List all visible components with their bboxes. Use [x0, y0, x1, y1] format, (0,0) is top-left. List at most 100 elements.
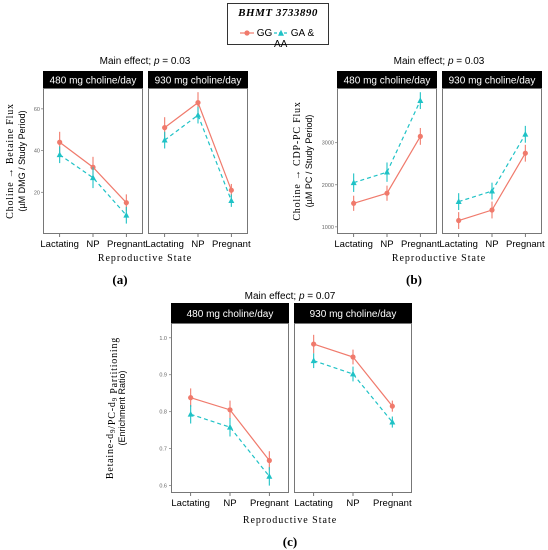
- facet-strip-label: 930 mg choline/day: [449, 75, 536, 86]
- data-point-gg: [389, 403, 395, 409]
- facet-strip-label: 480 mg choline/day: [187, 309, 274, 320]
- chart-b: Main effect; p = 0.03 480 mg choline/day L…: [292, 56, 545, 287]
- y-tick-label: 0.9: [159, 373, 167, 379]
- y-tick-label: 0.7: [159, 447, 167, 453]
- data-point-ga-aa: [195, 111, 201, 118]
- data-point-gg: [384, 190, 390, 196]
- y-axis-label: Choline → Betaine Flux: [5, 103, 16, 219]
- series-line-ga-aa: [458, 133, 526, 203]
- x-tick-label: NP: [346, 498, 359, 509]
- data-point-gg: [311, 341, 317, 347]
- facet-strip-label: 930 mg choline/day: [310, 309, 397, 320]
- facet-1: 480 mg choline/day Lactating NP Pregnant: [171, 303, 289, 509]
- y-tick-label: 0.8: [159, 410, 167, 416]
- data-point-gg: [57, 139, 63, 145]
- x-axis-label: Reproductive State: [392, 253, 486, 264]
- chart-title: Main effect; p = 0.07: [245, 291, 336, 302]
- facet-strip: [148, 71, 248, 88]
- data-point-ga-aa: [384, 168, 390, 175]
- x-tick-label: Lactating: [145, 239, 184, 250]
- chart-c: Main effect; p = 0.07 480 mg choline/day L…: [105, 291, 412, 549]
- data-point-ga-aa: [266, 473, 273, 479]
- y-tick-label: 2000: [322, 183, 334, 189]
- x-axis-label: Reproductive State: [98, 253, 192, 264]
- data-point-ga-aa: [522, 130, 529, 137]
- x-tick-label: Lactating: [439, 239, 478, 250]
- facet-strip-label: 480 mg choline/day: [50, 75, 137, 86]
- data-point-ga-aa: [187, 410, 194, 417]
- y-tick-label: 3000: [322, 141, 334, 147]
- facet-strip: [337, 71, 437, 88]
- x-tick-label: NP: [86, 239, 99, 250]
- chart-a: Main effect; p = 0.03 480 mg choline/day L…: [5, 56, 251, 287]
- data-point-gg: [417, 133, 423, 139]
- x-axis-label: Reproductive State: [243, 515, 337, 526]
- data-point-gg: [227, 407, 233, 413]
- facet-2: 930 mg choline/day Lactating NP Pregnant: [145, 71, 251, 250]
- x-tick-label: Pregnant: [373, 498, 412, 509]
- x-tick-label: NP: [223, 498, 236, 509]
- data-point-ga-aa: [489, 187, 495, 194]
- data-point-ga-aa: [310, 357, 317, 364]
- chart-title: Main effect; p = 0.03: [100, 56, 191, 67]
- legend-ga-aa-marker-icon: [274, 30, 288, 37]
- x-tick-label: Lactating: [294, 498, 333, 509]
- facet-1: 480 mg choline/day Lactating NP Pregnant: [40, 71, 146, 250]
- x-tick-label: Pregnant: [506, 239, 545, 250]
- panel-label: (b): [406, 272, 422, 287]
- panel-label: (a): [112, 272, 127, 287]
- y-axis-label: Choline → CDP-PC Flux: [292, 101, 303, 220]
- data-point-gg: [123, 200, 129, 206]
- facet-panel: [337, 88, 437, 234]
- data-point-ga-aa: [90, 174, 96, 181]
- data-point-ga-aa: [350, 179, 357, 186]
- series-line-ga-aa: [353, 100, 421, 184]
- facet-2: 930 mg choline/day Lactating NP Pregnant: [439, 71, 545, 250]
- data-point-gg: [195, 100, 201, 106]
- data-point-gg: [266, 457, 272, 464]
- data-point-ga-aa: [455, 198, 462, 205]
- legend-gg-label: GG: [256, 28, 273, 39]
- x-tick-label: Lactating: [334, 239, 373, 250]
- y-axis-sublabel: (µM PC / Study Period): [304, 115, 314, 208]
- y-axis-sublabel: (µM DMG / Study Period): [17, 110, 27, 211]
- legend-entry-ga-aa: GA & AA: [274, 28, 328, 50]
- panel-label: (c): [283, 534, 297, 549]
- data-point-gg: [456, 217, 462, 224]
- data-point-gg: [350, 354, 356, 360]
- facet-strip-label: 480 mg choline/day: [344, 75, 431, 86]
- facet-strip: [171, 303, 289, 323]
- y-tick-label: 1.0: [159, 336, 167, 342]
- series-line-ga-aa: [59, 154, 127, 216]
- legend-gg-marker-icon: [240, 30, 254, 36]
- data-point-gg: [188, 395, 194, 401]
- data-point-ga-aa: [350, 370, 356, 377]
- y-tick-label: 60: [34, 107, 40, 113]
- y-axis-label: Betaine-d9/PC-d9 Partitioning: [105, 337, 120, 479]
- x-tick-label: Lactating: [40, 239, 79, 250]
- facet-2: 930 mg choline/day Lactating NP Pregnant: [294, 303, 412, 509]
- y-axis-sublabel: (Enrichment Ratio): [117, 370, 127, 445]
- y-tick-label: 40: [34, 149, 40, 155]
- legend-ga-aa-label: GA & AA: [274, 28, 315, 50]
- chart-title: Main effect; p = 0.03: [394, 56, 485, 67]
- x-tick-label: Lactating: [171, 498, 210, 509]
- facet-strip: [294, 303, 412, 323]
- data-point-gg: [489, 207, 495, 213]
- y-tick-label: 1000: [322, 225, 334, 231]
- facet-strip: [442, 71, 542, 88]
- y-tick-label: 0.6: [159, 484, 167, 490]
- x-tick-label: Pregnant: [250, 498, 289, 509]
- legend: BHMT 3733890 GG GA & AA: [227, 3, 329, 50]
- data-point-gg: [162, 125, 168, 131]
- facet-strip: [43, 71, 143, 88]
- data-point-gg: [351, 200, 357, 206]
- x-tick-label: Pregnant: [212, 239, 251, 250]
- x-tick-label: NP: [485, 239, 498, 250]
- data-point-ga-aa: [389, 418, 396, 425]
- x-tick-label: NP: [191, 239, 204, 250]
- x-tick-label: Pregnant: [107, 239, 146, 250]
- facet-1: 480 mg choline/day Lactating NP Pregnant: [334, 71, 440, 250]
- data-point-ga-aa: [417, 97, 424, 104]
